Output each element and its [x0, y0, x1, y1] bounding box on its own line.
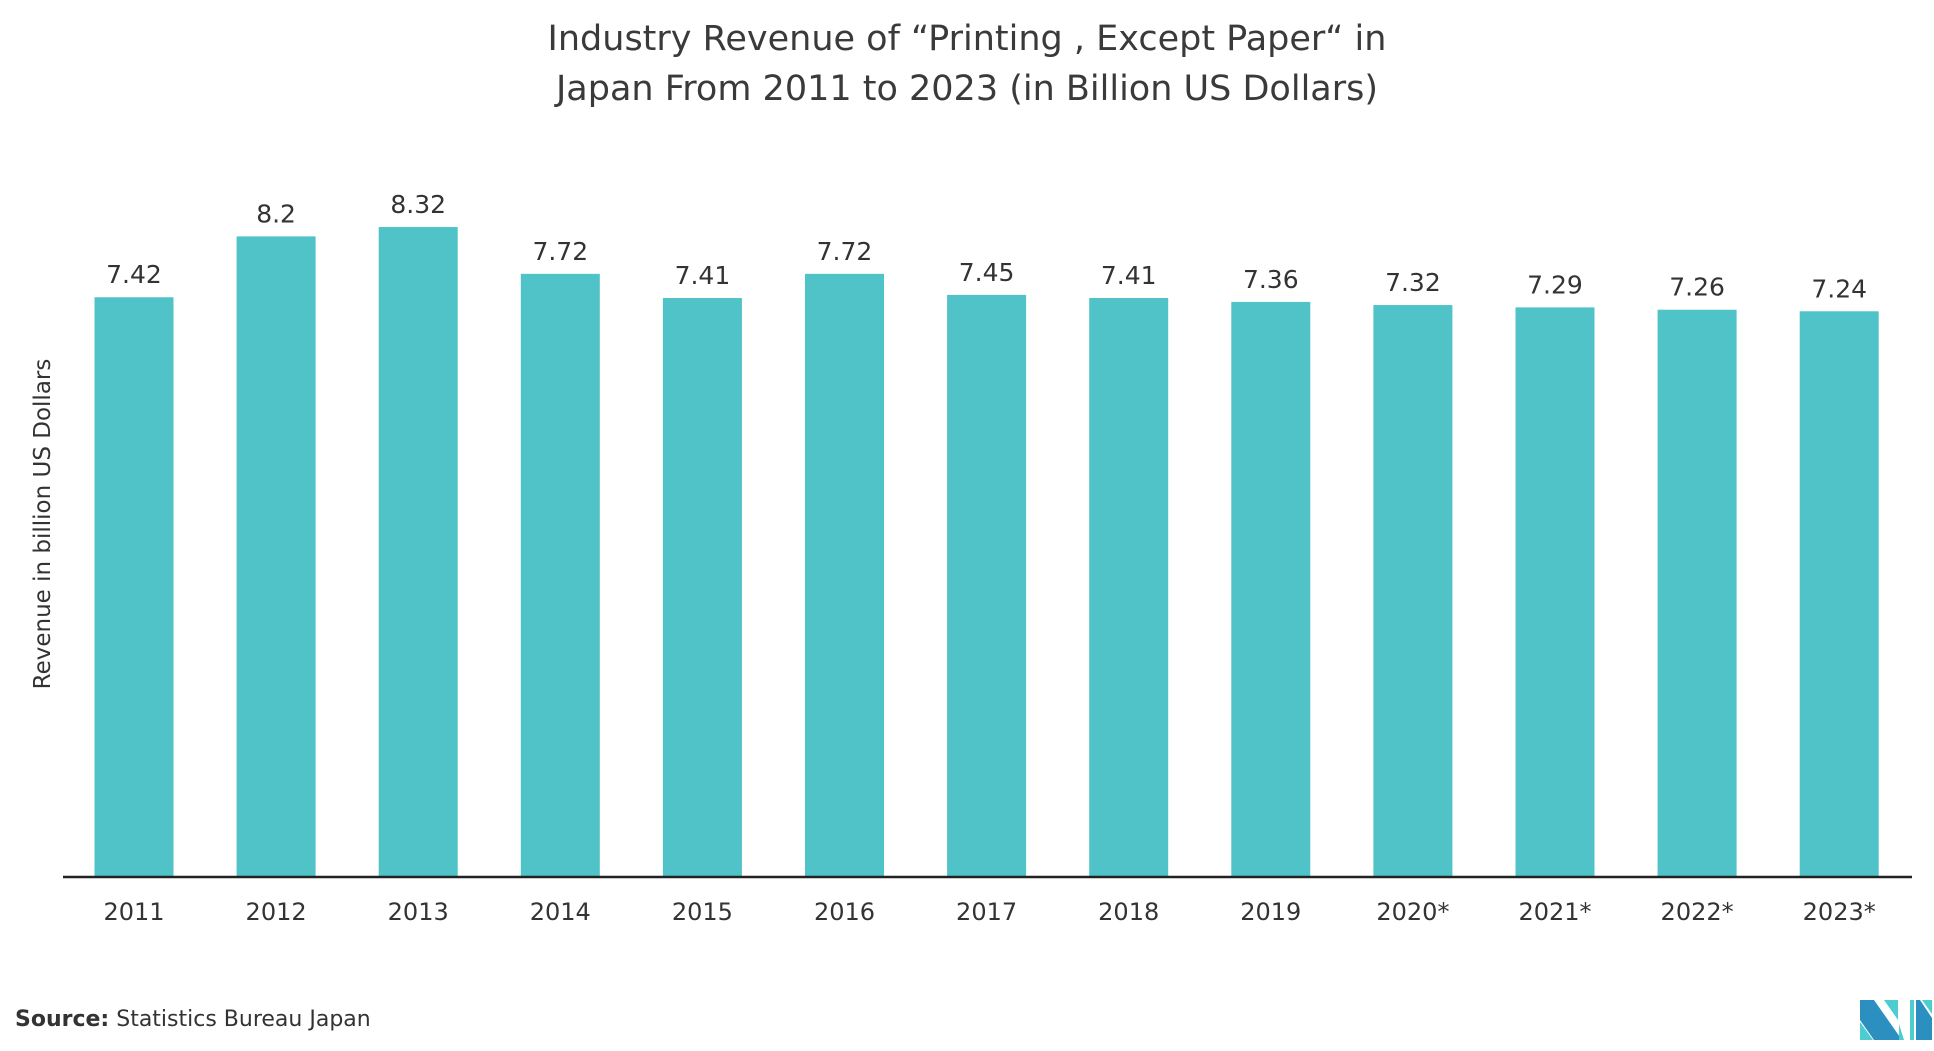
bar: [805, 273, 884, 877]
x-tick-label: 2015: [672, 898, 733, 926]
bar: [1231, 301, 1311, 876]
bar: [236, 236, 316, 876]
data-label: 7.72: [532, 237, 588, 266]
x-tick-label: 2019: [1240, 898, 1301, 926]
data-label: 8.2: [256, 199, 296, 228]
data-label: 7.42: [106, 260, 162, 289]
data-label: 7.45: [959, 258, 1015, 287]
bar: [1373, 305, 1453, 876]
chart-title: Industry Revenue of “Printing , Except P…: [0, 14, 1934, 114]
company-logo: [1860, 1000, 1932, 1040]
bar: [662, 298, 742, 876]
bar: [1657, 309, 1737, 877]
x-tick-label: 2013: [388, 898, 449, 926]
x-tick-label: 2023*: [1803, 898, 1876, 926]
x-tick-label: 2022*: [1661, 898, 1734, 926]
bar: [1799, 311, 1879, 876]
source-label: Source:: [15, 1007, 110, 1032]
x-tick-label: 2018: [1098, 898, 1159, 926]
data-label: 7.36: [1243, 265, 1299, 294]
x-tick-label: 2021*: [1518, 898, 1591, 926]
data-label: 8.32: [390, 190, 446, 219]
data-label: 7.24: [1811, 274, 1867, 303]
x-tick-label: 2017: [956, 898, 1017, 926]
x-tick-label: 2016: [814, 898, 875, 926]
x-tick-label: 2014: [530, 898, 591, 926]
bar: [94, 297, 174, 876]
chart-title-line-2: Japan From 2011 to 2023 (in Billion US D…: [555, 69, 1379, 109]
bar: [1089, 298, 1169, 876]
x-tick-label: 2020*: [1376, 898, 1449, 926]
bar: [947, 294, 1027, 876]
data-label: 7.32: [1385, 268, 1441, 297]
chart-title-line-1: Industry Revenue of “Printing , Except P…: [547, 19, 1387, 59]
source-text: Statistics Bureau Japan: [116, 1007, 371, 1032]
x-tick-label: 2011: [103, 898, 164, 926]
source-note: Source: Statistics Bureau Japan: [15, 1007, 371, 1032]
data-label: 7.72: [817, 237, 873, 266]
bar: [378, 227, 458, 877]
bar: [520, 273, 600, 877]
bar: [1515, 307, 1595, 876]
data-label: 7.29: [1527, 270, 1583, 299]
data-label: 7.41: [1101, 261, 1157, 290]
x-tick-label: 2012: [246, 898, 307, 926]
data-label: 7.41: [675, 261, 731, 290]
data-label: 7.26: [1669, 273, 1725, 302]
